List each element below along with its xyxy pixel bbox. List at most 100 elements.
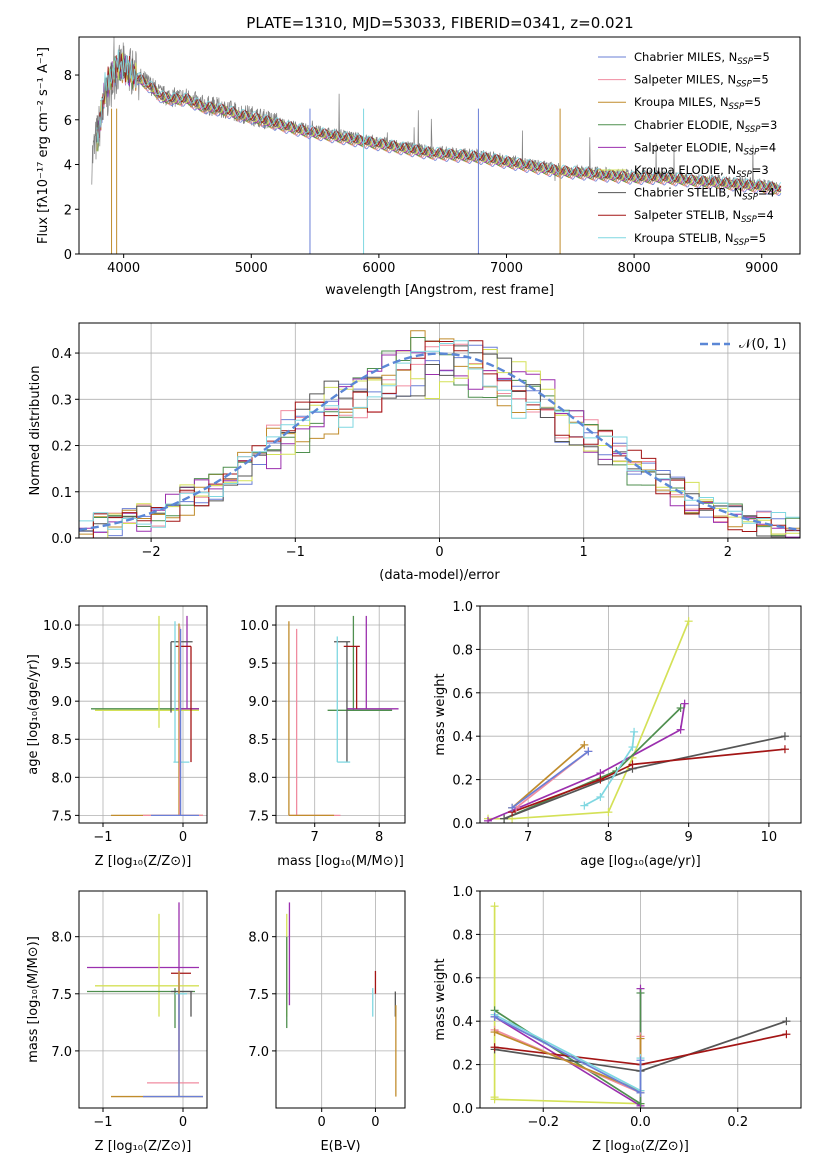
axes-frame: [479, 890, 802, 1109]
y-tick-label: 8.0: [248, 771, 269, 786]
x-axis-label: Z [log₁₀(Z/Z⊙)]: [95, 1139, 192, 1154]
y-tick-label: 8.5: [248, 733, 269, 748]
x-axis-label: Z [log₁₀(Z/Z⊙)]: [592, 1139, 689, 1154]
y-tick-label: 1.0: [452, 600, 473, 615]
y-tick-label: 0.2: [452, 774, 473, 789]
legend-entry-sub: SSP: [745, 125, 761, 135]
legend-entry-sub: SSP: [737, 57, 753, 67]
legend-entry-suffix: =4: [757, 208, 774, 222]
x-tick-label: 0.2: [727, 1115, 748, 1130]
x-tick-label: 7: [524, 830, 532, 845]
x-tick-label: 10: [761, 830, 778, 845]
y-tick-label: 0.0: [452, 1102, 473, 1117]
legend-entry: Kroupa STELIB, NSSP=5: [634, 231, 766, 248]
legend-entry-base: Salpeter ELODIE, N: [634, 140, 744, 154]
y-tick-label: 7.5: [248, 988, 269, 1003]
x-tick-label: 7000: [490, 261, 523, 276]
y-tick-label: 0.0: [51, 532, 72, 547]
y-tick-label: 7.0: [248, 1045, 269, 1060]
mass-weight-line: [494, 988, 642, 1108]
y-axis-label: Flux [fλ10⁻¹⁷ erg cm⁻² s⁻¹ A⁻¹]: [36, 47, 51, 244]
y-tick-label: 4: [64, 159, 72, 174]
histogram-steps: [79, 330, 800, 538]
axes-frame: [78, 36, 801, 255]
y-tick-label: 0.8: [452, 643, 473, 658]
y-tick-label: 0.0: [452, 817, 473, 832]
y-axis-label: age [log₁₀(age/yr)]: [26, 654, 41, 775]
legend-entry-sub: SSP: [741, 215, 757, 225]
legend-entry-base: Kroupa ELODIE, N: [634, 163, 736, 177]
mass-weight-line: [494, 1016, 642, 1095]
x-tick-label: −1: [93, 830, 112, 845]
y-axis-label: mass weight: [433, 673, 448, 755]
errorbar-marks: [91, 615, 203, 817]
y-tick-label: 8.5: [51, 733, 72, 748]
mass-vs-metallicity-panel: −1 0 7.0 7.5 8.0 Z [log₁₀(Z/Z⊙)] mass [log₁₀(M…: [26, 890, 208, 1154]
y-axis-label: Normed distribution: [28, 366, 43, 496]
legend-entry: Chabrier ELODIE, NSSP=3: [634, 118, 777, 135]
legend-entry-sub: SSP: [742, 193, 758, 203]
axes-frame: [479, 605, 802, 824]
y-tick-label: 9.5: [51, 657, 72, 672]
y-tick-label: 9.0: [248, 695, 269, 710]
x-tick-label: 2: [724, 545, 732, 560]
y-tick-label: 0.1: [51, 486, 72, 501]
axes-frame: [78, 890, 208, 1109]
legend-entry-sub: SSP: [736, 170, 752, 180]
y-axis-label: mass [log₁₀(M/M⊙)]: [26, 936, 41, 1063]
mass-weight-vs-age-panel: 7 8 9 10 0.0 0.2 0.4 0.6 0.8 1.0 age [log₁₀(age/yr…: [433, 600, 802, 869]
mass-weight-line: [511, 748, 785, 813]
y-tick-label: 8.0: [248, 931, 269, 946]
y-tick-label: 0.4: [452, 730, 473, 745]
x-axis-label: Z [log₁₀(Z/Z⊙)]: [95, 854, 192, 869]
y-tick-label: 0.6: [452, 687, 473, 702]
legend-entry: Kroupa MILES, NSSP=5: [634, 95, 761, 112]
errorbar-marks: [87, 902, 203, 1098]
legend-entry-suffix: =3: [760, 118, 777, 132]
model-spectrum-line: [96, 49, 782, 191]
spectrum-title: PLATE=1310, MJD=53033, FIBERID=0341, z=0…: [246, 14, 633, 32]
axes-frame: [78, 322, 801, 539]
y-tick-label: 0.8: [452, 928, 473, 943]
y-tick-label: 7.5: [248, 809, 269, 824]
x-axis-label: wavelength [Angstrom, rest frame]: [325, 283, 554, 298]
x-tick-label: 0: [179, 1115, 187, 1130]
legend-entry-suffix: =5: [753, 50, 770, 64]
residuals-panel: −2 −1 0 1 2 0.0 0.1 0.2 0.3 0.4 (data-model)/error…: [28, 322, 801, 583]
legend-entry-suffix: =4: [759, 140, 776, 154]
legend-entry: Kroupa ELODIE, NSSP=3: [634, 163, 769, 180]
legend-entry-base: Chabrier ELODIE, N: [634, 118, 745, 132]
y-tick-label: 1.0: [452, 885, 473, 900]
mass-weight-line: [583, 731, 635, 807]
legend-entry-suffix: =4: [758, 186, 775, 200]
y-tick-label: 8: [64, 69, 72, 84]
x-tick-label: 4000: [107, 261, 140, 276]
x-tick-label: 0.0: [630, 1115, 651, 1130]
mass-weight-marks: [490, 902, 791, 1108]
x-tick-label: 0: [435, 545, 443, 560]
x-axis-label: mass [log₁₀(M/M⊙)]: [277, 854, 404, 869]
histogram-series: [79, 340, 800, 538]
legend-entry: Chabrier MILES, NSSP=5: [634, 50, 770, 67]
x-tick-label: −2: [142, 545, 161, 560]
legend-entry-suffix: =3: [752, 163, 769, 177]
y-tick-label: 7.5: [51, 988, 72, 1003]
normal-reference-curve: [79, 352, 800, 532]
y-tick-label: 2: [64, 203, 72, 218]
x-tick-label: 0: [371, 1115, 379, 1130]
y-tick-label: 8.0: [51, 931, 72, 946]
x-tick-label: 7: [311, 830, 319, 845]
y-tick-label: 0.2: [452, 1059, 473, 1074]
mass-vs-ebv-panel: 0 0 7.0 7.5 8.0 E(B-V): [248, 890, 406, 1154]
y-tick-label: 0.4: [51, 347, 72, 362]
histogram-series: [79, 345, 800, 538]
x-tick-label: −1: [93, 1115, 112, 1130]
legend-entry-sub: SSP: [744, 147, 760, 157]
y-tick-label: 0: [64, 248, 72, 263]
legend-entry: Salpeter ELODIE, NSSP=4: [634, 140, 776, 157]
model-spectrum-line: [96, 54, 782, 195]
y-tick-label: 7.0: [51, 1045, 72, 1060]
legend-entry-sub: SSP: [734, 238, 750, 248]
mass-weight-line: [487, 703, 686, 822]
